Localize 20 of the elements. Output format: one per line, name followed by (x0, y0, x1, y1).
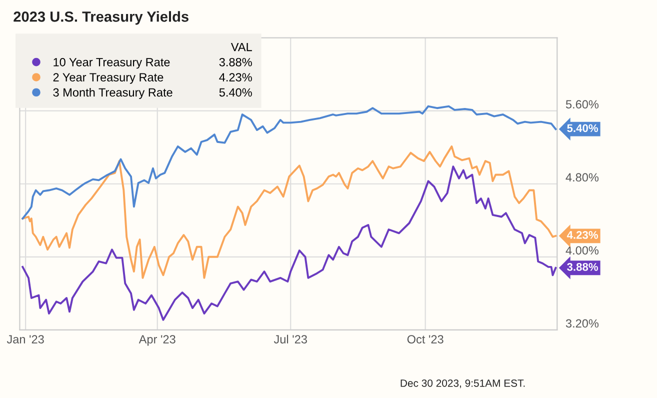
legend-label: 10 Year Treasury Rate (54, 58, 170, 69)
chart-title: 2023 U.S. Treasury Yields (14, 11, 188, 25)
data-label: 4.23% (566, 231, 598, 239)
y-tick-label: 5.60% (566, 100, 599, 109)
y-tick-label: 4.00% (566, 246, 599, 255)
text: Dec 30 2023, 9:51AM EST. (400, 379, 525, 388)
legend-label: 2 Year Treasury Rate (53, 73, 164, 84)
x-tick-label: Oct '23 (407, 335, 444, 344)
text: 3.88% (219, 58, 252, 66)
text: 5.40% (219, 88, 252, 97)
y-tick-label: 3.20% (566, 319, 599, 328)
legend-title: VAL (230, 42, 252, 52)
x-tick-label: Jul '23 (274, 334, 307, 344)
y-tick-label: 4.80% (566, 173, 599, 182)
x-tick-label: Jan '23 (6, 335, 44, 344)
legend-label: 3 Month Treasury Rate (53, 88, 172, 99)
text: 4.23% (219, 73, 252, 82)
data-label: 3.88% (567, 262, 598, 271)
data-label: 5.40% (567, 124, 598, 132)
x-tick-label: Apr '23 (138, 335, 176, 346)
